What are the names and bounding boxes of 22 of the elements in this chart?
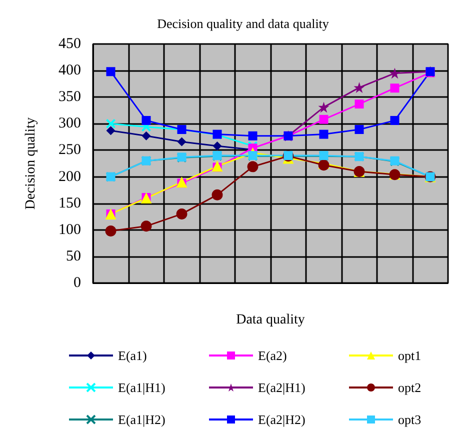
y-tick-label: 400	[58, 62, 81, 79]
legend-label: E(a1)	[118, 348, 147, 363]
legend-label: E(a2|H1)	[258, 380, 306, 395]
y-tick-label: 450	[58, 36, 81, 52]
legend-label: opt1	[398, 348, 422, 363]
y-tick-label: 350	[58, 89, 81, 106]
y-tick-label: 100	[58, 222, 81, 238]
legend-label: E(a2)	[258, 348, 287, 363]
y-tick-label: 250	[58, 142, 81, 158]
chart-title: Decision quality and data quality	[157, 16, 330, 31]
x-axis-title: Data quality	[236, 312, 305, 328]
y-tick-label: 200	[58, 168, 81, 185]
y-tick-label: 150	[58, 195, 81, 212]
y-tick-label: 50	[66, 248, 81, 264]
legend-label: E(a1|H1)	[118, 380, 166, 395]
legend-label: E(a2|H2)	[258, 412, 306, 427]
legend-label: opt2	[398, 380, 422, 395]
y-axis-title: Decision quality	[24, 117, 38, 210]
legend-label: E(a1|H2)	[118, 412, 166, 427]
y-tick-label: 0	[74, 275, 81, 291]
y-tick-label: 300	[58, 116, 81, 132]
legend-label: opt3	[398, 412, 422, 427]
